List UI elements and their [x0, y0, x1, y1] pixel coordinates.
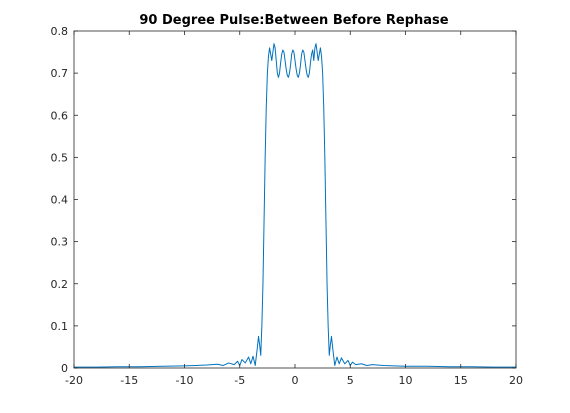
x-tick-label: -15: [120, 374, 138, 387]
y-tick-label: 0.1: [51, 320, 69, 333]
x-tick-label: -5: [234, 374, 245, 387]
x-tick-label: 10: [399, 374, 413, 387]
chart-title: 90 Degree Pulse:Between Before Rephase: [139, 13, 448, 28]
x-tick-label: 15: [454, 374, 468, 387]
x-tick-label: -10: [176, 374, 194, 387]
x-tick-label: 0: [292, 374, 299, 387]
y-tick-label: 0.7: [51, 67, 69, 80]
x-tick-label: -20: [65, 374, 83, 387]
y-tick-label: 0.2: [51, 278, 69, 291]
y-tick-label: 0: [61, 362, 68, 375]
series-line-0: [74, 43, 516, 368]
series-layer: [74, 43, 516, 368]
y-tick-label: 0.3: [51, 236, 69, 249]
y-tick-label: 0.4: [51, 194, 69, 207]
y-tick-label: 0.6: [51, 109, 69, 122]
x-tick-label: 5: [347, 374, 354, 387]
plot-area: [74, 31, 516, 368]
y-tick-label: 0.5: [51, 151, 69, 164]
axes-layer: -20 -15 -10 -5 0 5 10 15 20 0 0.1 0.2 0.3 0.4 0.5 0.6 0.…: [51, 25, 524, 387]
y-tick-label: 0.8: [51, 25, 69, 38]
x-tick-label: 20: [509, 374, 523, 387]
